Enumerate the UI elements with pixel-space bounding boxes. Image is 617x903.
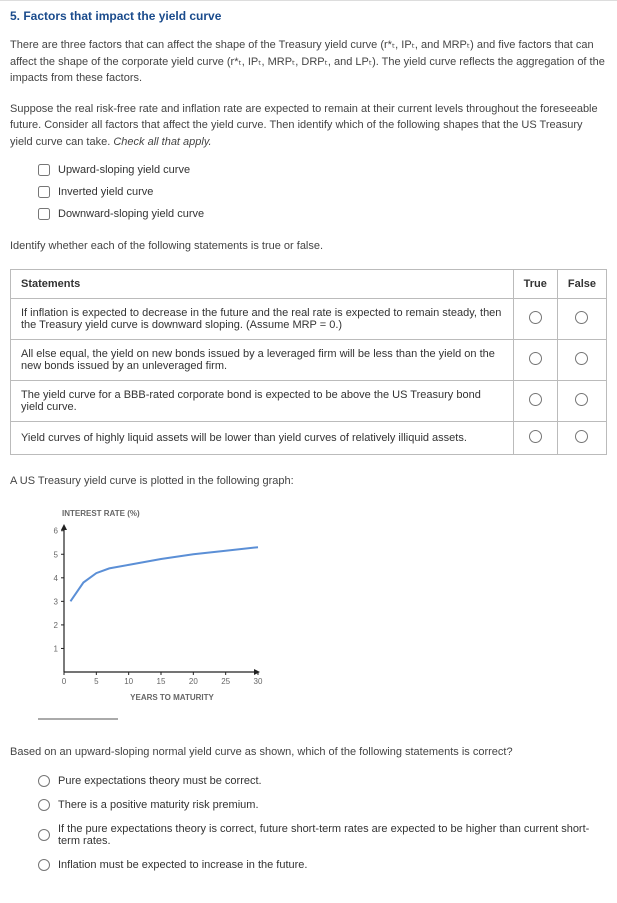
check-inverted[interactable]: Inverted yield curve (38, 186, 607, 198)
tf-2-true[interactable] (529, 352, 542, 365)
svg-text:0: 0 (62, 677, 67, 686)
svg-text:20: 20 (189, 677, 198, 686)
table-row: Yield curves of highly liquid assets wil… (11, 421, 607, 454)
intro-paragraph-2: Suppose the real risk-free rate and infl… (10, 101, 607, 151)
tf-3-true[interactable] (529, 393, 542, 406)
tf-4-false[interactable] (575, 430, 588, 443)
table-row: If inflation is expected to decrease in … (11, 298, 607, 339)
tf-header-row: Statements True False (11, 269, 607, 298)
svg-text:4: 4 (54, 574, 59, 583)
table-row: All else equal, the yield on new bonds i… (11, 339, 607, 380)
yield-curve-chart: INTEREST RATE (%) 1 2 3 4 5 6 0 5 10 15 20 25 30 YEA… (38, 503, 288, 708)
svg-text:30: 30 (254, 677, 263, 686)
radio-3-input[interactable] (38, 829, 50, 841)
chart-intro: A US Treasury yield curve is plotted in … (10, 473, 607, 490)
tf-head-false: False (557, 269, 606, 298)
para2-text: Suppose the real risk-free rate and infl… (10, 103, 598, 148)
tf-1-true[interactable] (529, 311, 542, 324)
svg-text:15: 15 (157, 677, 166, 686)
radio-2-input[interactable] (38, 799, 50, 811)
intro-paragraph-1: There are three factors that can affect … (10, 37, 607, 87)
tf-head-true: True (513, 269, 557, 298)
check-inverted-box[interactable] (38, 186, 50, 198)
check-downward-label: Downward-sloping yield curve (58, 208, 204, 220)
svg-text:5: 5 (94, 677, 99, 686)
tf-1-false[interactable] (575, 311, 588, 324)
check-downward[interactable]: Downward-sloping yield curve (38, 208, 607, 220)
tf-stmt-4: Yield curves of highly liquid assets wil… (11, 421, 514, 454)
radio-option-3[interactable]: If the pure expectations theory is corre… (38, 823, 607, 847)
check-inverted-label: Inverted yield curve (58, 186, 153, 198)
tf-instruction: Identify whether each of the following s… (10, 238, 607, 255)
svg-text:6: 6 (54, 527, 59, 536)
chart-x-axis-title: YEARS TO MATURITY (62, 693, 282, 702)
svg-text:25: 25 (221, 677, 230, 686)
radio-2-label: There is a positive maturity risk premiu… (58, 799, 259, 811)
svg-text:1: 1 (54, 644, 59, 653)
check-upward-label: Upward-sloping yield curve (58, 164, 190, 176)
radio-option-2[interactable]: There is a positive maturity risk premiu… (38, 799, 607, 811)
tf-4-true[interactable] (529, 430, 542, 443)
check-downward-box[interactable] (38, 208, 50, 220)
radio-4-input[interactable] (38, 859, 50, 871)
radio-question: Based on an upward-sloping normal yield … (10, 744, 607, 761)
radio-option-1[interactable]: Pure expectations theory must be correct… (38, 775, 607, 787)
tf-2-false[interactable] (575, 352, 588, 365)
true-false-table: Statements True False If inflation is ex… (10, 269, 607, 455)
check-upward[interactable]: Upward-sloping yield curve (38, 164, 607, 176)
svg-text:2: 2 (54, 621, 59, 630)
para2-instruction: Check all that apply. (113, 136, 211, 148)
section-title: 5. Factors that impact the yield curve (10, 9, 607, 23)
tf-stmt-3: The yield curve for a BBB-rated corporat… (11, 380, 514, 421)
tf-stmt-1: If inflation is expected to decrease in … (11, 298, 514, 339)
chart-divider (38, 718, 118, 720)
svg-text:5: 5 (54, 550, 59, 559)
table-row: The yield curve for a BBB-rated corporat… (11, 380, 607, 421)
svg-text:3: 3 (54, 597, 59, 606)
yield-curve-svg: 1 2 3 4 5 6 0 5 10 15 20 25 30 (44, 520, 264, 690)
tf-head-statements: Statements (11, 269, 514, 298)
radio-answer-list: Pure expectations theory must be correct… (38, 775, 607, 871)
tf-stmt-2: All else equal, the yield on new bonds i… (11, 339, 514, 380)
check-upward-box[interactable] (38, 164, 50, 176)
tf-3-false[interactable] (575, 393, 588, 406)
chart-y-axis-title: INTEREST RATE (%) (62, 509, 282, 518)
shape-checklist: Upward-sloping yield curve Inverted yiel… (38, 164, 607, 220)
radio-3-label: If the pure expectations theory is corre… (58, 823, 607, 847)
svg-text:10: 10 (124, 677, 133, 686)
radio-4-label: Inflation must be expected to increase i… (58, 859, 307, 871)
radio-1-input[interactable] (38, 775, 50, 787)
radio-option-4[interactable]: Inflation must be expected to increase i… (38, 859, 607, 871)
radio-1-label: Pure expectations theory must be correct… (58, 775, 262, 787)
